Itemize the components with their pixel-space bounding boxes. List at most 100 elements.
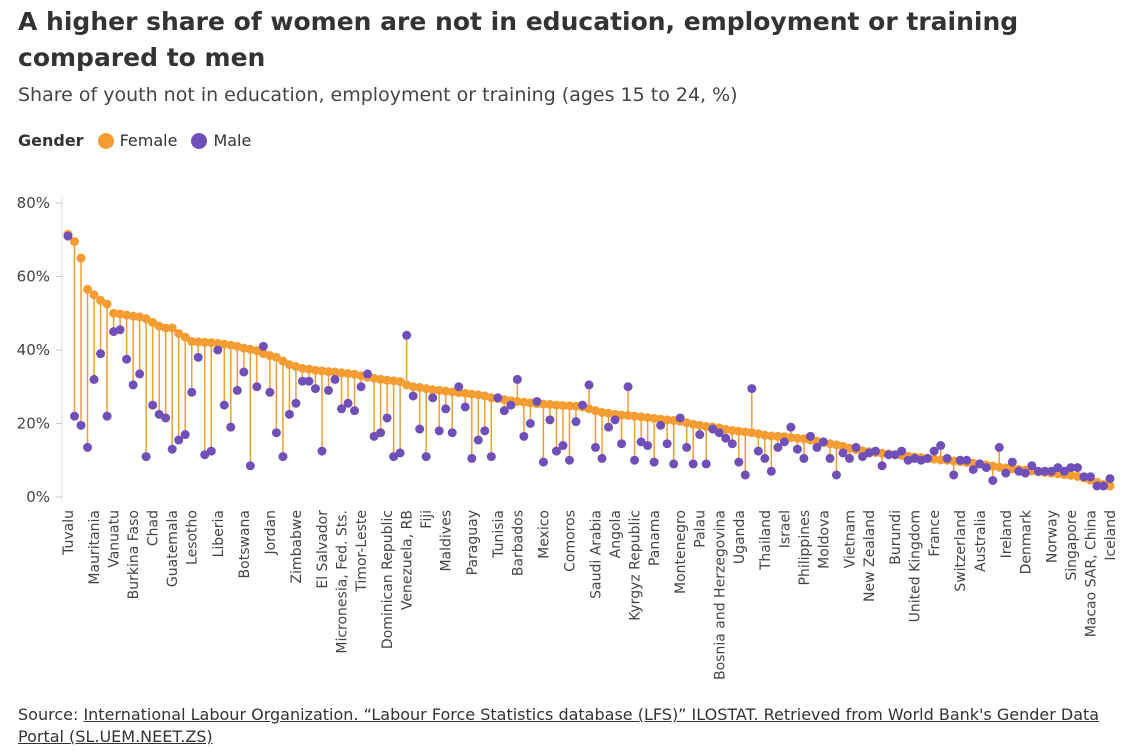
male-dot bbox=[187, 387, 197, 397]
x-tick-label: Barbados bbox=[510, 510, 526, 576]
male-dot bbox=[740, 470, 750, 480]
x-tick-label: El Salvador bbox=[315, 510, 331, 589]
x-tick-label: Burkina Faso bbox=[126, 510, 142, 599]
male-dot bbox=[799, 453, 809, 463]
x-tick-label: Paraguay bbox=[465, 510, 481, 575]
male-dot bbox=[845, 453, 854, 463]
female-dot bbox=[786, 432, 796, 442]
male-dot bbox=[923, 453, 933, 463]
female-dot bbox=[187, 337, 197, 347]
male-dot bbox=[70, 411, 80, 421]
male-dot bbox=[447, 428, 457, 438]
x-tick-label: Denmark bbox=[1018, 509, 1034, 574]
male-dot bbox=[617, 439, 627, 449]
male-dot bbox=[63, 231, 73, 241]
female-dot bbox=[564, 401, 574, 411]
male-dot bbox=[493, 393, 503, 403]
male-dot bbox=[245, 461, 255, 471]
male-dot bbox=[265, 387, 275, 397]
y-tick-label: 80% bbox=[17, 194, 50, 212]
female-dot bbox=[545, 399, 555, 409]
x-tick-label: Palau bbox=[693, 510, 709, 548]
male-dot bbox=[141, 452, 151, 462]
male-dot bbox=[734, 457, 744, 467]
female-dot bbox=[343, 369, 353, 379]
male-dot bbox=[936, 441, 946, 451]
female-dot bbox=[460, 388, 470, 398]
female-dot bbox=[408, 382, 418, 392]
male-dot bbox=[395, 448, 405, 458]
male-dot bbox=[317, 446, 327, 456]
female-dot bbox=[310, 365, 320, 375]
male-dot bbox=[213, 345, 223, 355]
x-tick-label: Uganda bbox=[732, 510, 748, 564]
x-tick-label: Saudi Arabia bbox=[589, 510, 605, 599]
male-dot bbox=[577, 400, 587, 410]
male-dot bbox=[760, 453, 770, 463]
male-dot bbox=[89, 374, 99, 384]
male-dot bbox=[174, 435, 184, 445]
female-dot bbox=[161, 323, 171, 333]
x-tick-label: Vanuatu bbox=[107, 510, 123, 568]
y-tick-label: 40% bbox=[17, 341, 50, 359]
x-tick-label: Thailand bbox=[758, 510, 774, 571]
female-dot bbox=[70, 237, 80, 247]
female-dot bbox=[519, 397, 529, 407]
male-dot bbox=[161, 413, 171, 423]
male-dot bbox=[193, 352, 203, 362]
male-dot bbox=[701, 459, 711, 469]
chart-subtitle: Share of youth not in education, employm… bbox=[18, 84, 738, 106]
male-dot bbox=[812, 442, 822, 452]
male-dot bbox=[239, 367, 249, 377]
male-dot bbox=[779, 437, 789, 447]
x-tick-label: Dominican Republic bbox=[380, 510, 396, 649]
male-dot bbox=[545, 415, 555, 425]
male-dot bbox=[382, 413, 392, 423]
male-dot bbox=[584, 380, 594, 390]
male-dot bbox=[460, 402, 470, 412]
source-link[interactable]: International Labour Organization. “Labo… bbox=[18, 705, 1100, 746]
female-dot bbox=[734, 426, 744, 436]
male-dot bbox=[402, 330, 412, 340]
x-tick-label: Moldova bbox=[816, 510, 832, 569]
male-dot bbox=[714, 428, 724, 438]
legend: Gender Female Male bbox=[18, 131, 251, 150]
male-dot bbox=[838, 448, 848, 458]
male-dot bbox=[564, 455, 574, 465]
male-dot bbox=[467, 453, 477, 463]
x-tick-label: Australia bbox=[973, 510, 989, 572]
male-dot bbox=[271, 428, 281, 438]
male-dot bbox=[1066, 463, 1076, 473]
male-dot bbox=[1072, 463, 1082, 473]
male-dot bbox=[499, 406, 509, 416]
female-dot bbox=[656, 414, 666, 424]
female-dot bbox=[200, 337, 210, 347]
male-dot bbox=[851, 442, 861, 452]
legend-title: Gender bbox=[18, 131, 84, 150]
x-tick-label: Timor-Leste bbox=[354, 510, 370, 593]
male-dot bbox=[1033, 466, 1043, 476]
male-dot bbox=[480, 426, 490, 436]
female-dot bbox=[434, 385, 444, 395]
female-dot bbox=[109, 308, 119, 318]
male-dot bbox=[1001, 468, 1011, 478]
male-dot bbox=[428, 393, 438, 403]
female-dot bbox=[389, 376, 399, 386]
male-dot bbox=[649, 457, 659, 467]
male-dot bbox=[1079, 472, 1089, 482]
female-dot bbox=[558, 400, 568, 410]
male-dot bbox=[135, 369, 145, 379]
male-dot bbox=[747, 384, 757, 394]
x-tick-label: Comoros bbox=[562, 510, 578, 572]
female-dot bbox=[623, 410, 633, 420]
x-tick-label: Norway bbox=[1044, 510, 1060, 563]
x-tick-label: Kyrgyz Republic bbox=[628, 510, 644, 621]
female-dot bbox=[551, 400, 561, 410]
male-dot bbox=[949, 470, 959, 480]
female-dot bbox=[447, 387, 457, 397]
male-dot bbox=[83, 442, 93, 452]
female-dot bbox=[727, 425, 737, 435]
y-tick-label: 0% bbox=[26, 488, 50, 506]
x-tick-label: Panama bbox=[647, 510, 663, 566]
male-dot bbox=[454, 382, 464, 392]
